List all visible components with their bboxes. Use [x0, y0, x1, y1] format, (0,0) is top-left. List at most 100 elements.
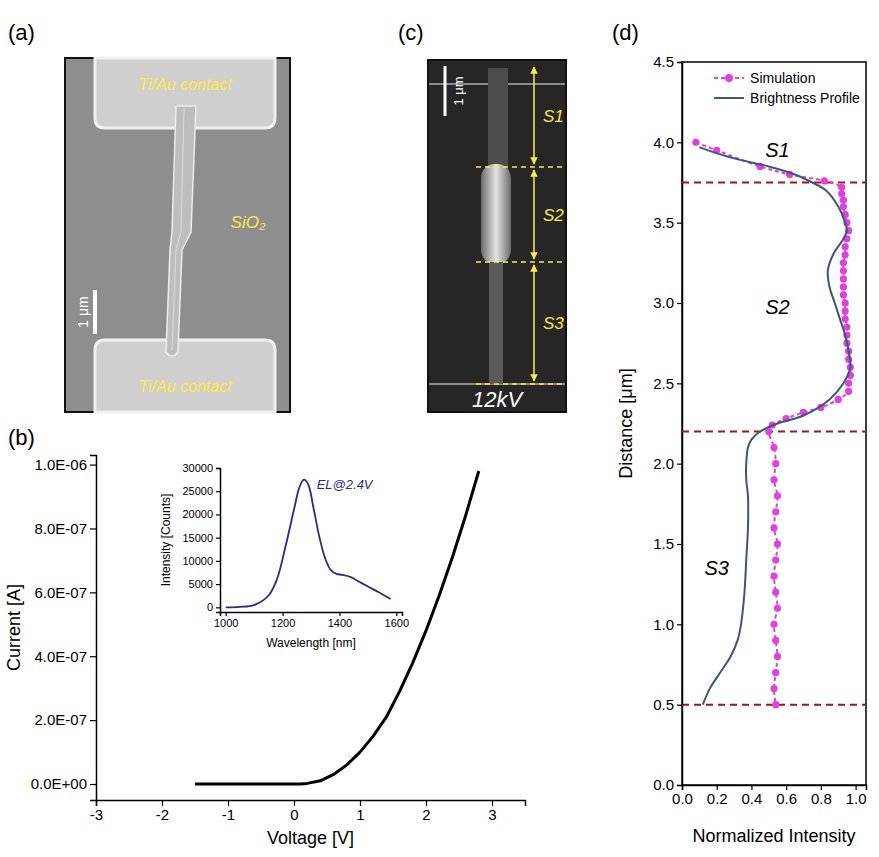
tick: 2.0E-07 [34, 711, 96, 728]
tick: 2.5 [653, 375, 682, 392]
tick: 10000 [182, 555, 220, 567]
nanowire [489, 262, 503, 384]
tick-label: 0 [290, 806, 298, 823]
scale-bar [93, 290, 97, 334]
tick-label: 20000 [182, 508, 213, 520]
tick: 0.0 [653, 776, 682, 793]
tick-mark [677, 62, 682, 63]
tick-label: 2.0 [653, 455, 674, 472]
scale-bar-label: 1 μm [451, 76, 466, 105]
plot-frame [682, 62, 866, 785]
tick: 0.0E+00 [31, 775, 96, 792]
tick: 30000 [182, 462, 220, 474]
tick-label: 1600 [385, 617, 409, 629]
chart: (b)-3-2-101230.0E+002.0E-074.0E-076.0E-0… [4, 425, 526, 848]
axis-line [221, 613, 403, 617]
contact-pad [95, 340, 275, 412]
tick-mark [216, 468, 220, 469]
tick: 4.5 [653, 53, 682, 70]
sem-image-c: 1 μmS1S2S312kV [428, 60, 566, 412]
tick: 20000 [182, 508, 220, 520]
tick: 3 [488, 800, 496, 823]
scale-bar-label: 1 μm [75, 296, 91, 327]
y-axis: 050001000015000200002500030000 [182, 462, 220, 613]
tick-label: -1 [222, 806, 235, 823]
tick-label: -3 [90, 806, 103, 823]
tick-label: 0.0 [672, 790, 693, 807]
tick-mark [339, 612, 340, 616]
tick: 1 [356, 800, 364, 823]
segment-label: S1 [543, 107, 564, 126]
legend-swatch [714, 97, 744, 99]
tick-mark [677, 785, 682, 786]
data-point [770, 444, 777, 451]
tick: 0 [207, 601, 220, 613]
data-point [770, 524, 777, 531]
panel-letter: (b) [8, 425, 35, 450]
tick: 1000 [214, 612, 238, 629]
tick-label: 10000 [182, 555, 213, 567]
y-axis-title: Intensity [Counts] [159, 494, 173, 587]
data-point [772, 669, 779, 676]
data-point [842, 243, 849, 250]
tick-mark [677, 383, 682, 384]
tick-label: 1000 [214, 617, 238, 629]
tick: 3.0 [653, 294, 682, 311]
nanowire [488, 68, 508, 170]
data-point [842, 251, 849, 258]
data-point [840, 291, 847, 298]
y-axis: 0.00.51.01.52.02.53.03.54.04.5 [653, 53, 682, 793]
data-point [772, 556, 779, 563]
tick-label: 5000 [189, 578, 213, 590]
tick: 25000 [182, 485, 220, 497]
legend-label: Simulation [750, 70, 815, 86]
tick-label: 0.6 [776, 790, 797, 807]
tick-label: 0.2 [707, 790, 728, 807]
tick-label: 2.5 [653, 375, 674, 392]
region-label: S3 [704, 557, 728, 579]
segment-arrow [533, 265, 535, 381]
tick-label: 30000 [182, 462, 213, 474]
data-point [835, 396, 842, 403]
tick: 0.6 [776, 785, 797, 807]
data-point [692, 139, 699, 146]
tick: 4.0 [653, 134, 682, 151]
data-point [772, 589, 779, 596]
beam-voltage-label: 12kV [472, 387, 524, 412]
tick-label: 4.5 [653, 53, 674, 70]
tick: -2 [156, 800, 169, 823]
tick: 0.4 [742, 785, 763, 807]
tick-label: 25000 [182, 485, 213, 497]
segment-label: S2 [543, 206, 564, 225]
tick: 0.0 [672, 785, 693, 807]
segment-arrow [533, 170, 535, 259]
x-axis: 0.00.20.40.60.81.0 [672, 785, 866, 807]
tick-label: 8.0E-07 [34, 520, 87, 537]
contact-label: Ti/Au contact [138, 76, 232, 93]
tick-mark [216, 584, 220, 585]
axis-line [216, 469, 221, 613]
legend-swatch [725, 74, 733, 82]
tick-mark [90, 464, 96, 465]
segment-arrow [533, 67, 535, 164]
tick-mark [677, 464, 682, 465]
tick-mark [216, 514, 220, 515]
tick-label: 6.0E-07 [34, 584, 87, 601]
annotation: EL@2.4V [317, 477, 374, 492]
tick-mark [90, 784, 96, 785]
tick-mark [216, 491, 220, 492]
data-point [774, 653, 781, 660]
tick-label: 0 [207, 601, 213, 613]
data-point [821, 177, 828, 184]
segment-boundary [476, 261, 564, 263]
data-point [774, 492, 781, 499]
data-line [226, 480, 391, 608]
data-point [838, 190, 845, 197]
data-point [842, 307, 849, 314]
x-axis-title: Voltage [V] [267, 828, 354, 848]
data-point [845, 380, 852, 387]
panel-letter: (c) [398, 20, 424, 45]
tick-label: 1.0 [846, 790, 867, 807]
data-point [840, 275, 847, 282]
data-point [840, 259, 847, 266]
